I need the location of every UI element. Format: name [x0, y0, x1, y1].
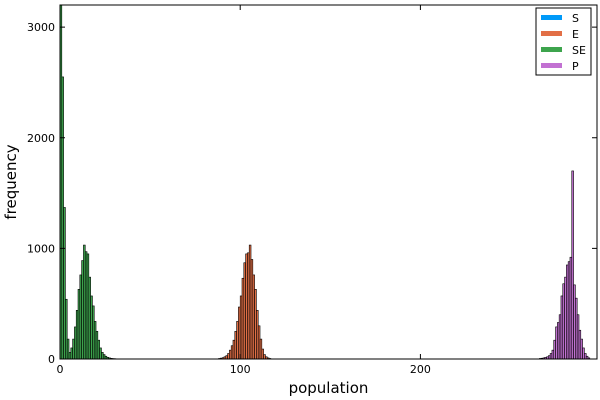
- x-tick-label: 100: [230, 363, 251, 376]
- bars-layer: [59, 4, 591, 360]
- y-tick-label: 2000: [27, 132, 55, 145]
- legend-swatch-p: [541, 63, 562, 68]
- y-axis-label: frequency: [2, 144, 20, 219]
- legend-label-e: E: [572, 28, 579, 41]
- y-axis-ticks: 0 1000 2000 3000: [27, 21, 597, 366]
- legend-swatch-e: [541, 31, 562, 36]
- y-tick-label: 0: [48, 353, 55, 366]
- x-tick-label: 0: [57, 363, 64, 376]
- x-axis-label: population: [289, 379, 369, 397]
- x-axis-ticks: 0 100 200: [57, 5, 431, 376]
- legend: SE SE P: [535, 7, 592, 76]
- legend-label-s: S: [572, 12, 579, 25]
- y-tick-label: 3000: [27, 21, 55, 34]
- legend-swatch-s: [541, 15, 562, 20]
- legend-swatch-se: [541, 47, 562, 52]
- x-tick-label: 200: [410, 363, 431, 376]
- y-tick-label: 1000: [27, 242, 55, 255]
- legend-label-se: SE: [572, 44, 586, 57]
- legend-label-p: P: [572, 60, 579, 73]
- plot-frame: [59, 4, 598, 360]
